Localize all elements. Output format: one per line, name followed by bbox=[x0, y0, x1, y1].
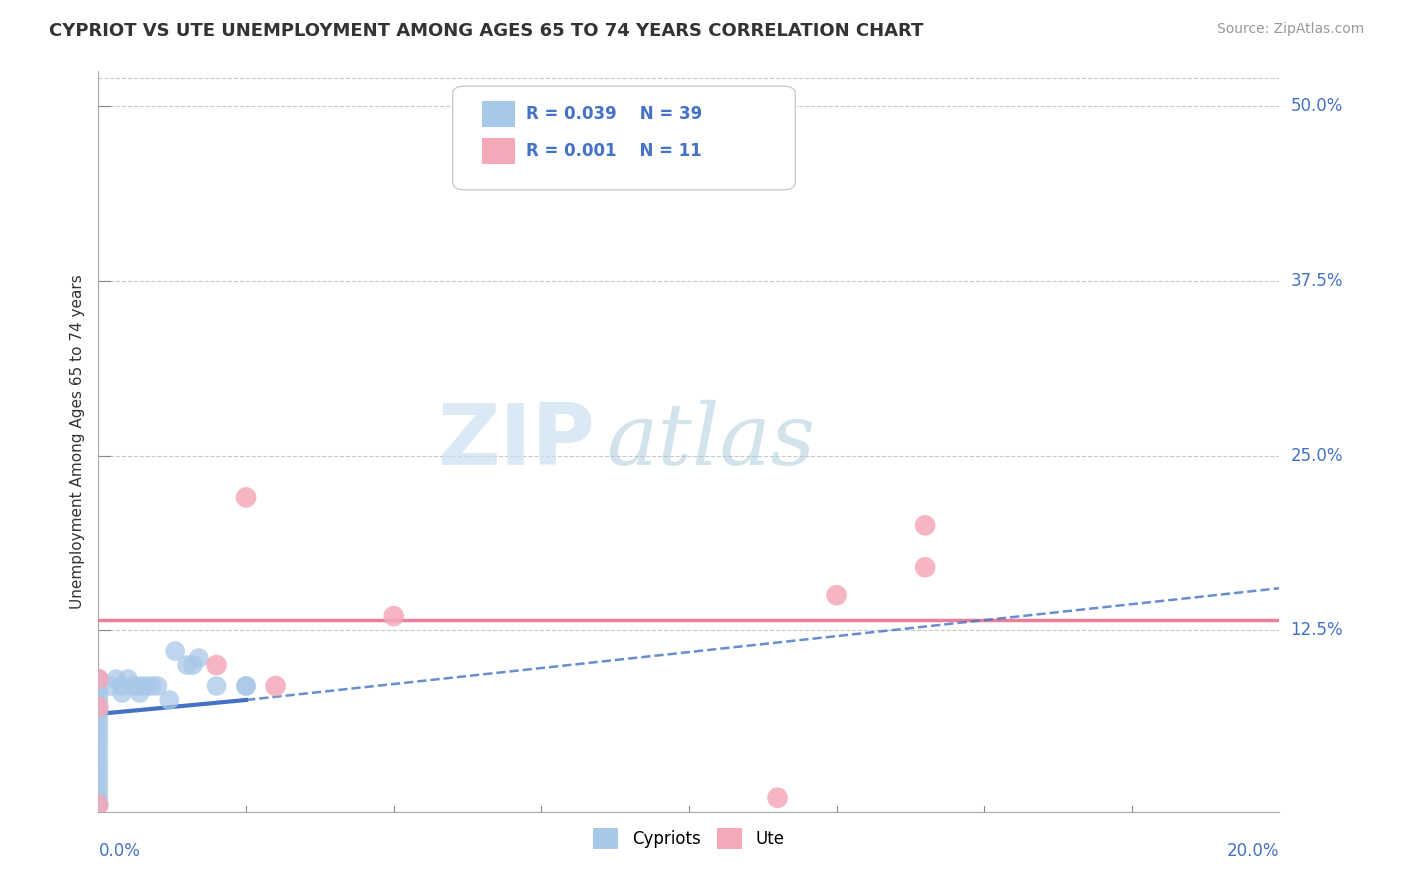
Point bbox=[87, 706, 110, 721]
Point bbox=[87, 700, 110, 714]
Point bbox=[87, 756, 110, 770]
Text: 25.0%: 25.0% bbox=[1291, 447, 1343, 465]
Point bbox=[187, 651, 209, 665]
Point bbox=[914, 518, 936, 533]
Point bbox=[825, 588, 848, 602]
Text: 37.5%: 37.5% bbox=[1291, 272, 1343, 290]
Point bbox=[87, 721, 110, 735]
Text: ZIP: ZIP bbox=[437, 400, 595, 483]
Point bbox=[235, 679, 257, 693]
Legend: Cypriots, Ute: Cypriots, Ute bbox=[586, 822, 792, 855]
Point bbox=[111, 686, 134, 700]
Text: 20.0%: 20.0% bbox=[1227, 842, 1279, 860]
Point bbox=[766, 790, 789, 805]
Point bbox=[87, 748, 110, 763]
Point bbox=[87, 790, 110, 805]
Point bbox=[205, 679, 228, 693]
Point bbox=[87, 777, 110, 791]
Text: Source: ZipAtlas.com: Source: ZipAtlas.com bbox=[1216, 22, 1364, 37]
Point bbox=[105, 672, 128, 686]
Text: R = 0.001    N = 11: R = 0.001 N = 11 bbox=[526, 142, 702, 160]
Point bbox=[87, 770, 110, 784]
FancyBboxPatch shape bbox=[482, 138, 516, 164]
Point bbox=[87, 714, 110, 728]
Point bbox=[181, 658, 204, 673]
Point bbox=[205, 658, 228, 673]
Point bbox=[87, 700, 110, 714]
Y-axis label: Unemployment Among Ages 65 to 74 years: Unemployment Among Ages 65 to 74 years bbox=[69, 274, 84, 609]
Point bbox=[157, 693, 180, 707]
Text: 50.0%: 50.0% bbox=[1291, 97, 1343, 115]
Point bbox=[87, 728, 110, 742]
Point bbox=[87, 693, 110, 707]
Point bbox=[122, 679, 145, 693]
Point bbox=[87, 763, 110, 777]
Text: R = 0.039    N = 39: R = 0.039 N = 39 bbox=[526, 104, 702, 122]
Point bbox=[87, 672, 110, 686]
Point bbox=[87, 672, 110, 686]
Text: 12.5%: 12.5% bbox=[1291, 621, 1343, 640]
Point bbox=[87, 686, 110, 700]
Point bbox=[914, 560, 936, 574]
Point bbox=[135, 679, 157, 693]
Point bbox=[176, 658, 198, 673]
Point bbox=[235, 491, 257, 505]
FancyBboxPatch shape bbox=[482, 101, 516, 127]
Point bbox=[87, 797, 110, 812]
Point bbox=[111, 679, 134, 693]
Point bbox=[165, 644, 187, 658]
Point bbox=[87, 679, 110, 693]
Point bbox=[382, 609, 405, 624]
Point bbox=[87, 797, 110, 812]
Point bbox=[235, 679, 257, 693]
FancyBboxPatch shape bbox=[453, 87, 796, 190]
Point bbox=[87, 735, 110, 749]
Point bbox=[264, 679, 287, 693]
Text: 0.0%: 0.0% bbox=[98, 842, 141, 860]
Text: atlas: atlas bbox=[606, 401, 815, 483]
Text: CYPRIOT VS UTE UNEMPLOYMENT AMONG AGES 65 TO 74 YEARS CORRELATION CHART: CYPRIOT VS UTE UNEMPLOYMENT AMONG AGES 6… bbox=[49, 22, 924, 40]
Point bbox=[128, 679, 150, 693]
Point bbox=[128, 686, 150, 700]
Point bbox=[87, 742, 110, 756]
Point bbox=[98, 679, 121, 693]
Point bbox=[146, 679, 169, 693]
Point bbox=[87, 784, 110, 798]
Point bbox=[141, 679, 163, 693]
Point bbox=[117, 672, 139, 686]
Point bbox=[87, 797, 110, 812]
